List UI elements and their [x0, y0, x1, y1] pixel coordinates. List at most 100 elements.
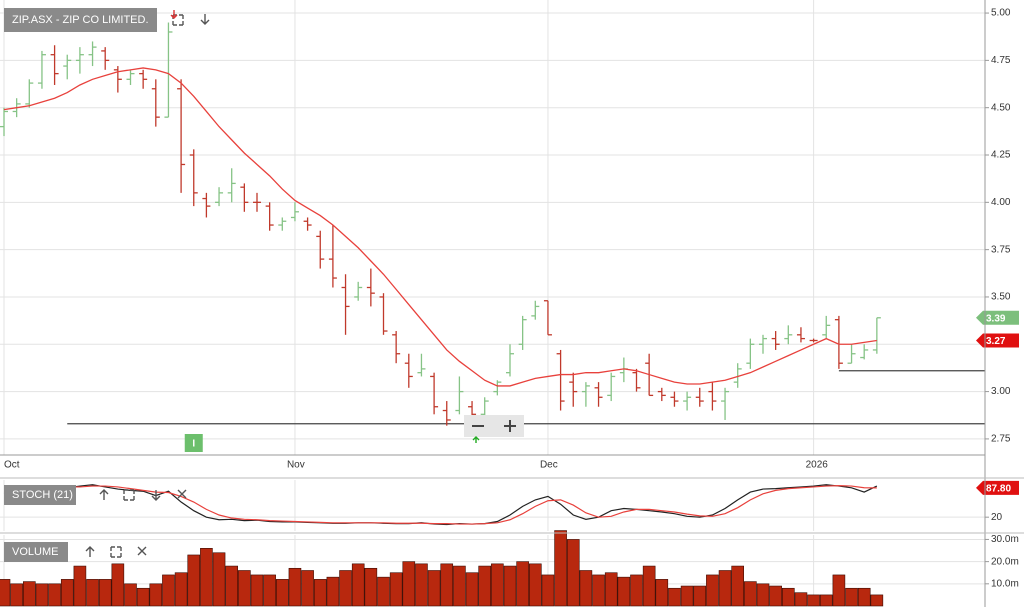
- volume-bar: [288, 567, 302, 607]
- marker-arrow: [170, 10, 178, 19]
- marker-arrow: [472, 436, 480, 443]
- price-tag: [976, 480, 1019, 495]
- volume-bar: [579, 570, 593, 607]
- chart-title: ZIP.ASX - ZIP CO LIMITED.: [12, 14, 149, 26]
- y-tick-label: 4.00: [991, 197, 1011, 208]
- marks-layer: OctNovDec20262.753.003.253.503.754.004.2…: [0, 8, 1019, 607]
- fullscreen-icon[interactable]: [123, 489, 135, 501]
- x-tick-label: Nov: [287, 460, 305, 471]
- volume-bar: [870, 594, 884, 607]
- volume-bar: [718, 570, 732, 607]
- price-tag-label: 87.80: [986, 484, 1011, 495]
- x-tick-label: 2026: [806, 460, 829, 471]
- volume-bar: [807, 594, 820, 607]
- volume-bar: [339, 570, 352, 607]
- volume-bar: [680, 585, 694, 607]
- volume-bar: [541, 574, 555, 607]
- annotation-box: [184, 434, 203, 452]
- volume-bar: [364, 567, 378, 607]
- volume-bar: [592, 574, 605, 607]
- volume-bar: [465, 572, 479, 607]
- volume-bar: [301, 570, 314, 607]
- volume-bar: [225, 565, 238, 607]
- title-box: [4, 8, 157, 32]
- volume-bar: [263, 574, 276, 607]
- volume-bar: [503, 565, 517, 607]
- close-icon[interactable]: [137, 546, 147, 556]
- up-icon[interactable]: [99, 489, 109, 500]
- y-tick-label: 30.0m: [991, 534, 1019, 545]
- volume-bar: [857, 587, 871, 607]
- volume-bar: [617, 576, 631, 607]
- volume-bar: [769, 585, 782, 607]
- volume-bar: [48, 583, 61, 607]
- volume-bar: [73, 565, 87, 607]
- zoom-icons[interactable]: [472, 420, 516, 432]
- down-icon[interactable]: [151, 490, 161, 501]
- toolbar[interactable]: [85, 10, 524, 558]
- volume-bar: [162, 574, 175, 607]
- volume-bar: [781, 587, 795, 607]
- volume-bar: [642, 565, 656, 607]
- volume-bar: [491, 563, 504, 607]
- price-tag: [976, 333, 1019, 348]
- volume-bar: [22, 581, 36, 607]
- line: [3, 485, 877, 525]
- volume-bar: [174, 572, 188, 607]
- volume-bar: [275, 579, 289, 607]
- volume-bar: [10, 583, 23, 607]
- y-tick-label: 20.0m: [991, 556, 1019, 567]
- volume-bar: [187, 554, 201, 607]
- volume-bar: [86, 579, 99, 607]
- volume-bar: [124, 583, 137, 607]
- volume-bar: [744, 581, 757, 607]
- volume-bar: [0, 579, 11, 607]
- volume-bar: [351, 563, 365, 607]
- volume-bar: [377, 576, 390, 607]
- volume-bar: [832, 574, 846, 607]
- volume-bar: [98, 579, 112, 607]
- volume-bar: [819, 594, 833, 607]
- down-icon[interactable]: [200, 14, 210, 25]
- up-icon[interactable]: [85, 546, 95, 557]
- y-tick-label: 4.50: [991, 102, 1011, 113]
- panel-title: VOLUME: [12, 546, 58, 558]
- y-tick-label: 10.0m: [991, 578, 1019, 589]
- y-tick-label: 3.00: [991, 386, 1011, 397]
- volume-bar: [60, 579, 74, 607]
- volume-bar: [136, 587, 150, 607]
- fullscreen-icon[interactable]: [110, 546, 122, 558]
- volume-bar: [655, 579, 669, 607]
- volume-bar: [794, 592, 808, 607]
- volume-bar: [668, 587, 681, 607]
- volume-bar: [250, 574, 264, 607]
- y-tick-label: 2.75: [991, 434, 1011, 445]
- volume-bar: [604, 572, 618, 607]
- volume-bar: [212, 552, 226, 607]
- volume-bar: [402, 561, 416, 607]
- y-tick-label: 5.00: [991, 8, 1011, 19]
- volume-bar: [35, 583, 49, 607]
- volume-bar: [453, 565, 466, 607]
- close-icon[interactable]: [177, 489, 187, 499]
- volume-bar: [478, 565, 492, 607]
- panel-title: STOCH (21): [12, 489, 73, 501]
- price-tag-label: 3.27: [986, 336, 1006, 347]
- y-tick-label: 4.75: [991, 55, 1011, 66]
- title-box: [4, 485, 76, 505]
- volume-bar: [693, 585, 707, 607]
- volume-bar: [326, 576, 340, 607]
- volume-bar: [149, 583, 163, 607]
- line: [3, 67, 877, 387]
- volume-bar: [731, 565, 745, 607]
- volume-bar: [313, 579, 327, 607]
- volume-bar: [554, 530, 567, 607]
- y-tick-label: 3.50: [991, 292, 1011, 303]
- volume-bar: [200, 548, 213, 607]
- volume-bar: [111, 563, 125, 607]
- volume-bar: [566, 539, 580, 607]
- price-tag: [976, 310, 1019, 325]
- title-box: [4, 542, 68, 562]
- price-tag-label: 3.39: [986, 313, 1006, 324]
